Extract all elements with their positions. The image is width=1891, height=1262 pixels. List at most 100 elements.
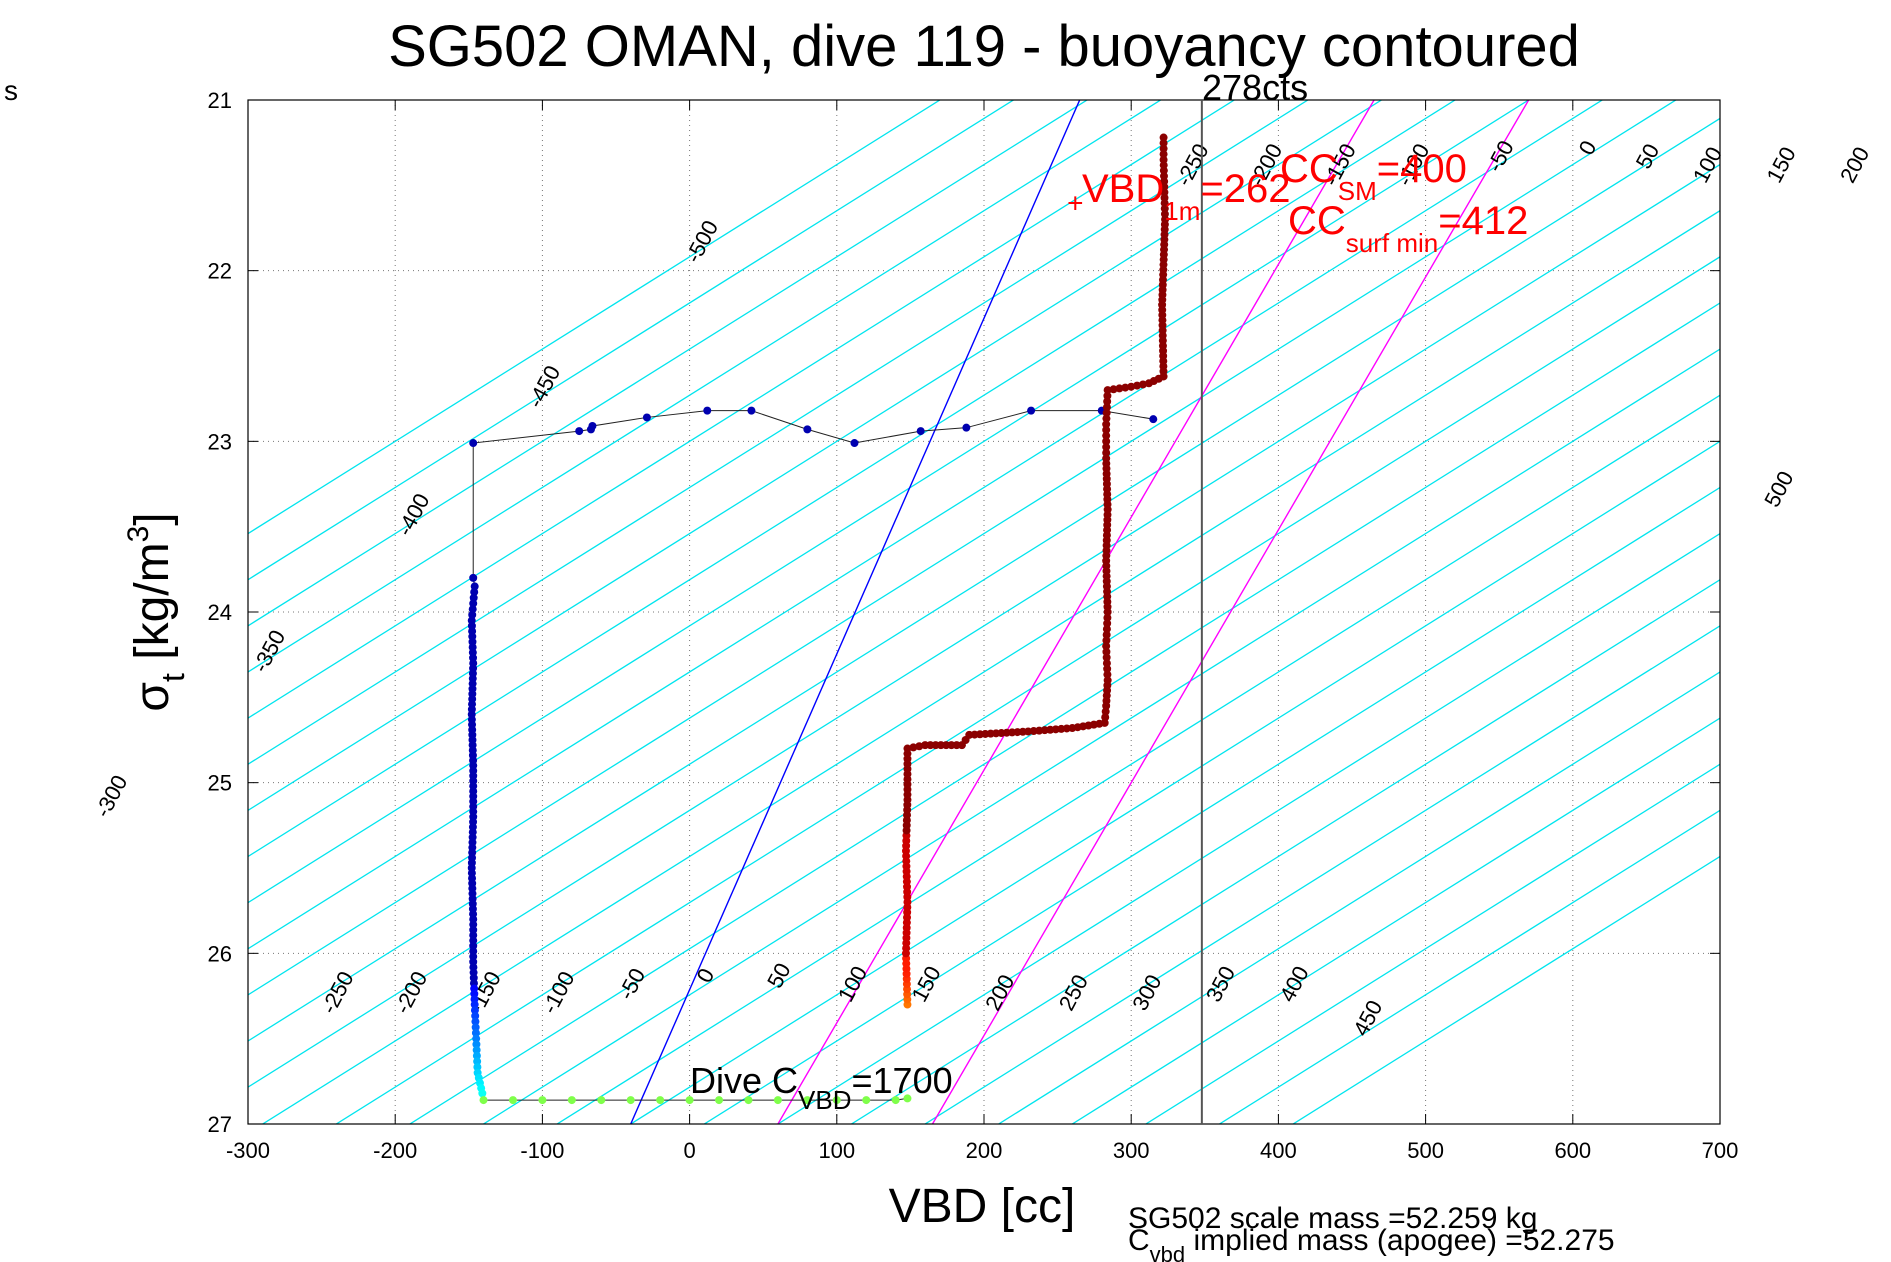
x-tick-label: 700 — [1702, 1138, 1739, 1163]
descent-point — [575, 427, 584, 436]
contour-line — [1218, 809, 1720, 1124]
descent-point — [703, 406, 712, 415]
descent-point — [478, 1089, 487, 1098]
y-axis-ticks: 21 22 23 24 25 26 27 — [208, 88, 1720, 1137]
descent-point — [850, 439, 859, 448]
y-label-unit-sup: 3 — [122, 526, 155, 543]
ascent-point — [1103, 664, 1112, 673]
cvbd-main: C — [1128, 1224, 1150, 1257]
ascent-point — [1103, 619, 1112, 628]
y-tick-label: 22 — [208, 259, 232, 284]
buoyancy-contours — [248, 100, 1720, 1124]
descent-point — [472, 1034, 481, 1043]
x-tick-label: -200 — [373, 1138, 417, 1163]
bottom-point — [597, 1096, 606, 1105]
descent-point — [471, 1023, 480, 1032]
bottom-point — [832, 1096, 841, 1105]
ascent-point — [1121, 383, 1130, 392]
y-axis-label: σt [kg/m3] — [122, 512, 191, 711]
contour-line — [248, 100, 1310, 765]
contour-line — [1144, 763, 1720, 1124]
ascent-point — [1102, 642, 1111, 651]
cvbd-sub: vbd — [1150, 1242, 1185, 1262]
bottom-path — [483, 1097, 908, 1101]
ascent-point — [1102, 448, 1111, 457]
contour-line — [776, 532, 1720, 1124]
descent-point — [962, 423, 971, 432]
bottom-point — [803, 1096, 812, 1105]
cvbd-implied-mass-text: Cvbd implied mass (apogee) =52.275 — [1128, 1224, 1615, 1262]
dive-cvbd-annotation: Dive CVBD=1700 — [690, 1060, 953, 1115]
contour-line — [248, 117, 1720, 1042]
vbd-1m-marker: + — [1067, 187, 1083, 218]
bottom-point — [744, 1096, 753, 1105]
y-tick-label: 27 — [208, 1112, 232, 1137]
descent-point — [472, 1051, 481, 1060]
descent-point — [472, 1040, 481, 1049]
ascent-point — [1102, 403, 1111, 412]
contour-line — [703, 486, 1720, 1124]
ascent-point — [1115, 384, 1124, 393]
ascent-point — [1159, 133, 1168, 142]
x-axis-ticks: -300 -200 -100 0 100 200 300 400 500 600 700 — [226, 100, 1738, 1163]
descent-point — [1149, 415, 1158, 424]
descent-point — [747, 406, 756, 415]
ascent-point — [1102, 630, 1111, 639]
contour-line — [1071, 717, 1720, 1124]
bottom-point — [626, 1096, 635, 1105]
cc-surf-main: CC — [1288, 199, 1346, 243]
bottom-point — [891, 1096, 900, 1105]
descent-point — [471, 1011, 480, 1020]
contour-line — [248, 100, 1089, 627]
descent-point — [916, 427, 925, 436]
x-tick-label: 200 — [966, 1138, 1003, 1163]
ascent-point — [1109, 385, 1118, 394]
cc-surf-sub: surf min — [1346, 228, 1438, 258]
dive-series — [467, 133, 1170, 1105]
ascent-point — [1102, 414, 1111, 423]
vbd-1m-value: =262 — [1200, 167, 1290, 211]
vbd-zero-line — [630, 100, 1081, 1124]
ascent-point — [1103, 670, 1112, 679]
bottom-point — [508, 1096, 517, 1105]
ascent-point — [1102, 625, 1111, 634]
chart-title: SG502 OMAN, dive 119 - buoyancy contoure… — [388, 14, 1580, 79]
contour-line — [248, 100, 1530, 904]
bottom-point — [862, 1096, 871, 1105]
contour-line — [408, 302, 1720, 1124]
y-label-unit-pre: [kg/m — [126, 542, 179, 673]
y-tick-label: 21 — [208, 88, 232, 113]
bottom-point — [538, 1096, 547, 1105]
contour-line — [261, 209, 1720, 1124]
y-tick-label: 26 — [208, 941, 232, 966]
dive-cvbd-value: =1700 — [852, 1060, 953, 1101]
corner-text: s — [4, 75, 18, 106]
contour-line — [248, 100, 1678, 996]
ascent-point — [1102, 420, 1111, 429]
y-label-unit-post: ] — [126, 512, 179, 525]
ascent-point — [1102, 431, 1111, 440]
magenta-line-1 — [777, 100, 1375, 1124]
contour-line — [248, 100, 1383, 812]
ascent-point — [1102, 454, 1111, 463]
cc-surf-value: =412 — [1438, 199, 1528, 243]
x-axis-label: VBD [cc] — [889, 1180, 1076, 1233]
contour-line — [997, 671, 1720, 1124]
descent-point — [1027, 406, 1036, 415]
contour-line — [850, 578, 1720, 1124]
bottom-point — [567, 1096, 576, 1105]
cc-sm-main: CC — [1280, 147, 1338, 191]
vbd-1m-annotation: VBD1m=262 — [1082, 167, 1290, 226]
contour-line — [335, 256, 1720, 1124]
ascent-point — [1159, 150, 1168, 159]
bottom-point — [773, 1096, 782, 1105]
contour-line — [248, 100, 1604, 950]
cvbd-rest: implied mass (apogee) =52.275 — [1185, 1224, 1614, 1257]
ascent-point — [1103, 613, 1112, 622]
bottom-point — [715, 1096, 724, 1105]
descent-point — [469, 439, 478, 448]
cc-sm-sub: SM — [1338, 176, 1377, 206]
x-tick-label: 100 — [818, 1138, 855, 1163]
contour-line — [248, 163, 1720, 1088]
